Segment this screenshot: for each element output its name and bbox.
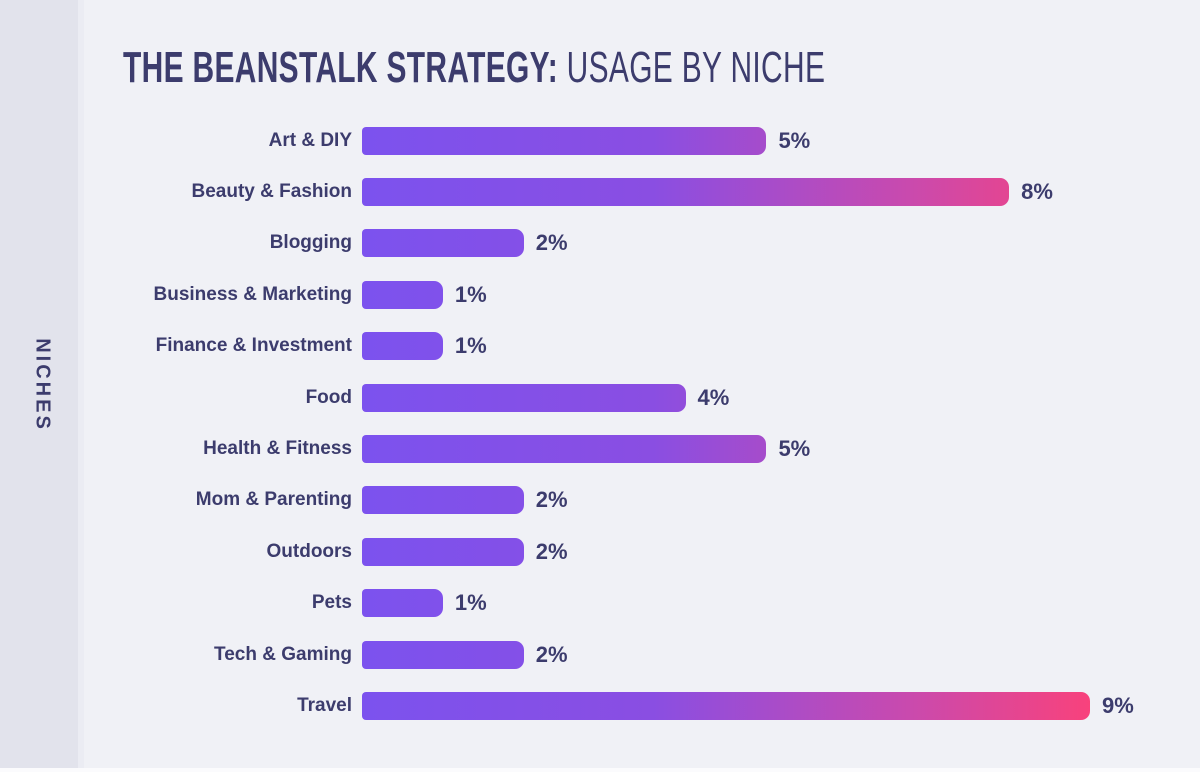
chart-title-light: USAGE BY NICHE xyxy=(557,43,826,92)
value-label: 2% xyxy=(535,641,568,667)
chart-row: Health & Fitness 5% xyxy=(90,423,1200,474)
chart-title: THE BEANSTALK STRATEGY: USAGE BY NICHE xyxy=(123,43,826,92)
chart-row: Pets 1% xyxy=(90,578,1200,629)
category-label: Health & Fitness xyxy=(203,438,352,460)
value-label: 2% xyxy=(535,230,568,256)
chart-row: Travel 9% xyxy=(90,680,1200,731)
category-label: Food xyxy=(305,386,352,408)
bar-track: 2% xyxy=(362,218,1200,269)
bar xyxy=(362,229,524,258)
value-label: 5% xyxy=(778,436,811,462)
value-label: 5% xyxy=(778,127,811,153)
category-label: Finance & Investment xyxy=(155,335,352,357)
niches-sidebar: NICHES xyxy=(0,0,84,772)
bar-track: 1% xyxy=(362,578,1200,629)
bar xyxy=(362,589,443,618)
bar-track: 5% xyxy=(362,115,1200,166)
category-label: Outdoors xyxy=(266,540,353,562)
category-label: Mom & Parenting xyxy=(195,489,352,511)
sidebar-vertical-label: NICHES xyxy=(31,338,54,432)
value-label: 9% xyxy=(1102,692,1134,718)
bar-track: 5% xyxy=(362,423,1200,474)
bottom-edge-strip xyxy=(0,768,1200,772)
value-label: 8% xyxy=(1021,179,1053,205)
bar-rows: Art & DIY 5% Beauty & Fashion 8% Blogging 2% B… xyxy=(90,115,1200,732)
chart-row: Food 4% xyxy=(90,372,1200,423)
value-label: 2% xyxy=(535,538,568,564)
bar-track: 1% xyxy=(362,321,1200,372)
bar xyxy=(362,383,686,412)
bar xyxy=(362,126,767,155)
chart-row: Art & DIY 5% xyxy=(90,115,1200,166)
category-label: Pets xyxy=(311,592,352,614)
bar xyxy=(362,178,1010,207)
chart-row: Outdoors 2% xyxy=(90,526,1200,577)
chart-title-bold: THE BEANSTALK STRATEGY: xyxy=(123,43,558,92)
category-label: Beauty & Fashion xyxy=(191,181,352,203)
bar xyxy=(362,332,443,361)
bar-track: 9% xyxy=(362,680,1200,731)
bar xyxy=(362,640,524,669)
chart-row: Blogging 2% xyxy=(90,218,1200,269)
chart-row: Tech & Gaming 2% xyxy=(90,629,1200,680)
bar xyxy=(362,691,1090,720)
chart-area: THE BEANSTALK STRATEGY: USAGE BY NICHE A… xyxy=(90,0,1200,772)
category-label: Art & DIY xyxy=(268,129,352,151)
bar xyxy=(362,280,443,309)
bar-track: 8% xyxy=(362,166,1200,217)
bar xyxy=(362,486,524,515)
category-label: Business & Marketing xyxy=(153,283,353,305)
value-label: 1% xyxy=(454,590,487,616)
category-label: Travel xyxy=(297,694,352,716)
value-label: 2% xyxy=(535,487,568,513)
chart-row: Beauty & Fashion 8% xyxy=(90,166,1200,217)
chart-row: Business & Marketing 1% xyxy=(90,269,1200,320)
bar-track: 2% xyxy=(362,526,1200,577)
category-label: Blogging xyxy=(269,232,352,254)
bar xyxy=(362,435,767,464)
value-label: 4% xyxy=(697,384,730,410)
bar xyxy=(362,537,524,566)
bar-track: 2% xyxy=(362,629,1200,680)
chart-row: Finance & Investment 1% xyxy=(90,321,1200,372)
bar-track: 4% xyxy=(362,372,1200,423)
value-label: 1% xyxy=(454,281,487,307)
bar-track: 2% xyxy=(362,475,1200,526)
bar-track: 1% xyxy=(362,269,1200,320)
value-label: 1% xyxy=(454,333,487,359)
chart-row: Mom & Parenting 2% xyxy=(90,475,1200,526)
category-label: Tech & Gaming xyxy=(214,643,352,665)
